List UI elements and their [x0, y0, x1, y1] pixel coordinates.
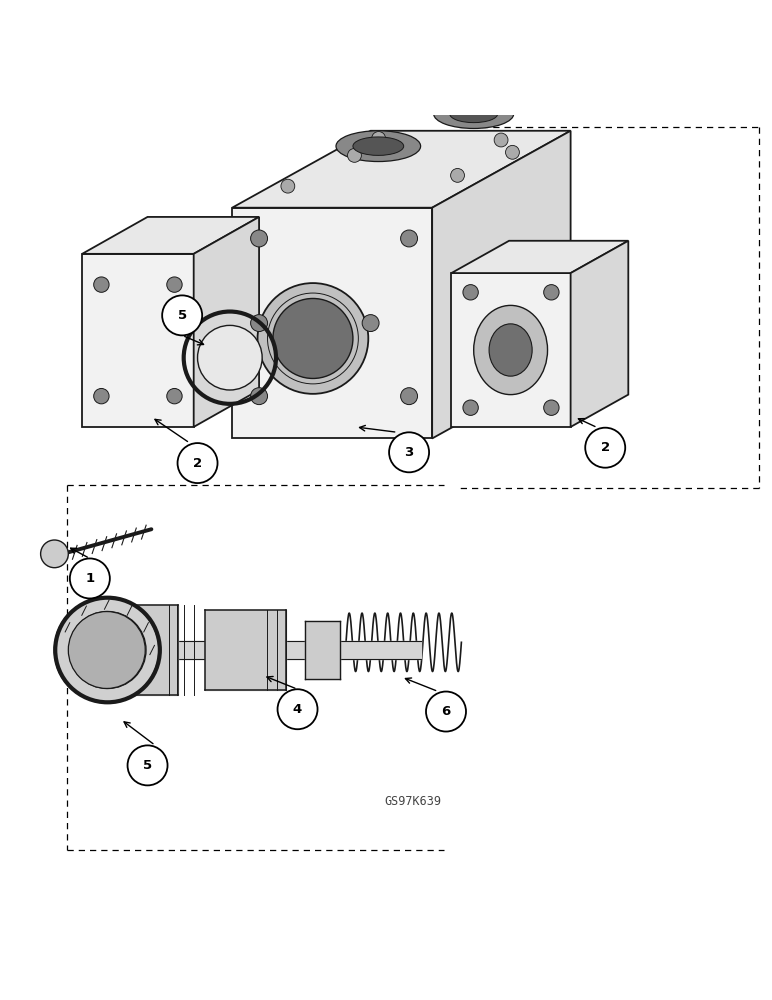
Circle shape	[585, 428, 625, 468]
Circle shape	[281, 179, 295, 193]
Polygon shape	[452, 273, 571, 427]
Circle shape	[251, 230, 268, 247]
Polygon shape	[194, 217, 259, 427]
Circle shape	[127, 745, 168, 785]
Text: 2: 2	[193, 457, 202, 470]
Circle shape	[93, 277, 109, 292]
Circle shape	[506, 145, 520, 159]
Ellipse shape	[353, 137, 404, 155]
Text: 1: 1	[85, 572, 94, 585]
Ellipse shape	[434, 99, 513, 128]
Circle shape	[389, 432, 429, 472]
Circle shape	[494, 133, 508, 147]
Circle shape	[69, 558, 110, 598]
Circle shape	[543, 285, 559, 300]
Text: GS97K639: GS97K639	[384, 795, 442, 808]
Circle shape	[362, 315, 379, 332]
Circle shape	[178, 443, 218, 483]
Circle shape	[347, 148, 361, 162]
Text: 5: 5	[143, 759, 152, 772]
Circle shape	[401, 388, 418, 405]
Circle shape	[273, 298, 353, 378]
Ellipse shape	[450, 105, 498, 123]
Circle shape	[69, 612, 146, 688]
Text: 6: 6	[442, 705, 451, 718]
Circle shape	[68, 612, 145, 688]
Circle shape	[167, 388, 182, 404]
Circle shape	[167, 277, 182, 292]
Polygon shape	[232, 208, 432, 438]
Circle shape	[463, 285, 479, 300]
Polygon shape	[232, 131, 571, 208]
Polygon shape	[452, 241, 628, 273]
Circle shape	[251, 315, 268, 332]
Circle shape	[55, 598, 159, 702]
Text: 4: 4	[293, 703, 302, 716]
Circle shape	[426, 692, 466, 732]
Text: 2: 2	[601, 441, 610, 454]
Circle shape	[506, 356, 524, 375]
Circle shape	[451, 168, 465, 182]
Polygon shape	[82, 254, 194, 427]
Circle shape	[278, 689, 317, 729]
Polygon shape	[571, 241, 628, 427]
Circle shape	[198, 325, 262, 390]
Circle shape	[371, 132, 385, 145]
Circle shape	[463, 400, 479, 415]
Circle shape	[401, 230, 418, 247]
Ellipse shape	[489, 324, 532, 376]
Circle shape	[258, 283, 368, 394]
Polygon shape	[82, 217, 259, 254]
Text: 3: 3	[405, 446, 414, 459]
Ellipse shape	[336, 131, 421, 162]
Circle shape	[41, 540, 68, 568]
Circle shape	[93, 388, 109, 404]
Text: 5: 5	[178, 309, 187, 322]
Circle shape	[543, 400, 559, 415]
Ellipse shape	[474, 305, 547, 395]
Circle shape	[162, 295, 202, 335]
Polygon shape	[432, 131, 571, 438]
Circle shape	[251, 388, 268, 405]
